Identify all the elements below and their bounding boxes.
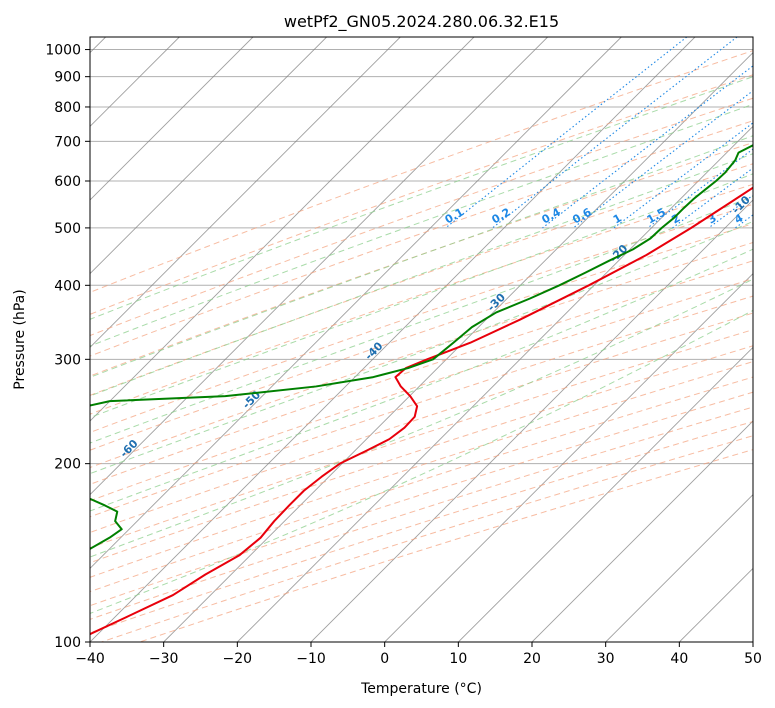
isotherm-line [310,199,753,642]
series-layer [90,144,753,636]
isotherm-line [90,37,401,348]
x-tick-label: 20 [523,651,541,667]
isotherm-line [605,494,753,642]
dry-adiabat [90,163,753,396]
isotherm-line [90,37,696,642]
chart-title: wetPf2_GN05.2024.280.06.32.E15 [284,12,559,32]
dry-adiabat [90,329,753,549]
dry-adiabat [90,278,753,502]
mixing-ratio-line [492,37,738,229]
mixing-ratio-line [542,65,753,229]
dry-adiabat [90,50,753,293]
y-tick-label: 300 [54,352,81,368]
moist-adiabat [90,278,753,558]
moist-adiabat [90,195,753,444]
x-tick-label: −40 [75,651,105,667]
dry-adiabat [90,260,753,485]
isotherm-line [90,37,548,496]
dry-adiabat [90,391,753,607]
dry-adiabat [90,183,753,415]
y-tick-label: 100 [54,635,81,651]
temperature-line [90,186,753,636]
x-tick-label: −10 [296,651,326,667]
isotherm-line [384,273,753,642]
x-tick-label: 30 [597,651,615,667]
y-tick-label: 200 [54,457,81,473]
isotherm-line [163,52,753,642]
dewpoint-line [90,144,753,551]
x-tick-label: 10 [449,651,467,667]
moist-adiabat [90,173,753,419]
moist-adiabat [90,76,753,320]
dry-adiabat [90,142,753,377]
isotherm-line [237,125,753,642]
isotherm-line [90,37,327,275]
moist-adiabat [90,153,753,397]
dry-adiabat [90,97,753,337]
isotherm-line [90,37,475,422]
y-tick-label: 600 [54,174,81,190]
y-tick-label: 700 [54,134,81,150]
dry-adiabat [90,223,753,451]
grid-layer [90,37,753,642]
isotherm-line [531,420,753,642]
y-tick-label: 900 [54,70,81,86]
mixing-ratio-line [572,90,753,229]
x-tick-label: −20 [223,651,253,667]
line-layer [90,37,753,642]
plot-frame [89,36,754,643]
isotherm-line [90,37,622,569]
dry-adiabat [90,120,753,357]
dry-adiabat [90,74,753,315]
isotherm-line [90,37,254,201]
tick-layer: −40 −30 −20 −10 0 10 20 30 40 50 100 200 300 400 500 60… [45,43,762,667]
dry-adiabat [90,361,753,578]
x-tick-label: 40 [670,651,688,667]
mixing-ratio-line [672,167,753,229]
x-tick-label: −30 [149,651,179,667]
y-tick-label: 400 [54,278,81,294]
dry-adiabat [90,312,753,534]
x-axis-title: Temperature (°C) [360,681,482,697]
y-tick-label: 500 [54,221,81,237]
y-tick-label: 1000 [45,43,81,59]
y-axis-title: Pressure (hPa) [12,289,28,389]
x-tick-label: 0 [380,651,389,667]
isotherm-line [458,346,753,642]
x-tick-label: 50 [744,651,762,667]
y-tick-label: 800 [54,100,81,116]
